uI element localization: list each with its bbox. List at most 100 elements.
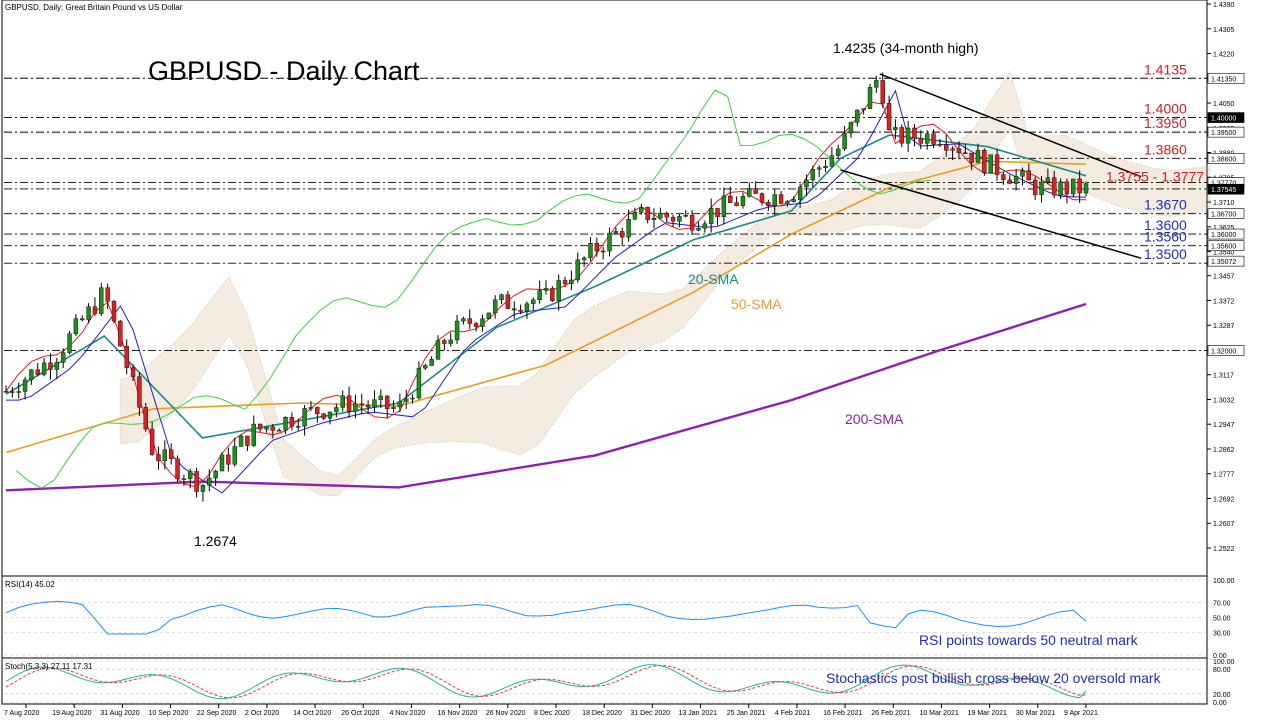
candle-body (429, 359, 434, 366)
axis-tick-label: 1.3117 (1213, 373, 1234, 380)
channel-upper-line (879, 73, 1142, 178)
axis-tick-label: 1.2692 (1213, 496, 1235, 503)
level-label: 1.3560 (1144, 229, 1187, 245)
time-tick-label: 31 Dec 2020 (630, 710, 670, 717)
time-tick-label: 19 Aug 2020 (52, 710, 91, 717)
rsi-line: 100.00 70.00 50.00 30.00 0.00 (4, 578, 1235, 660)
stoch-main-line (5, 664, 1087, 700)
candle-body (276, 429, 282, 432)
candle-body (620, 231, 625, 238)
rsi-tick-label: 70.00 (1213, 601, 1231, 608)
candle-body (804, 179, 809, 188)
chart-title: GBPUSD - Daily Chart (148, 56, 420, 86)
candle-body (848, 122, 854, 134)
candle-body (512, 308, 517, 311)
candle-body (10, 391, 15, 393)
candle-body (454, 320, 460, 341)
candle-body (397, 401, 403, 408)
candle-body (524, 303, 530, 312)
candle-body (99, 287, 104, 314)
sma20-label: 20-SMA (688, 271, 739, 287)
candle-body (296, 425, 301, 428)
candle-body (975, 150, 981, 163)
rsi-tick-label: 30.00 (1213, 631, 1231, 638)
axis-tick-label: 1.3457 (1213, 274, 1235, 281)
candle-body (308, 407, 314, 409)
candle-body (747, 188, 752, 197)
time-tick-label: 14 Oct 2020 (293, 710, 331, 717)
candle-body (270, 426, 276, 431)
candle-body (626, 219, 631, 238)
axis-tick-label: 1.3372 (1213, 298, 1235, 305)
time-tick-label: 26 Oct 2020 (341, 710, 379, 717)
price-box-label: 1.38600 (1211, 156, 1236, 163)
rsi-line (5, 600, 1087, 635)
low-annotation: 1.2674 (194, 533, 237, 549)
candle-body (715, 208, 720, 217)
candle-body (816, 167, 822, 170)
candle-body (118, 320, 123, 347)
stoch-header: Stoch(5,3,3) 27.11 17.31 (5, 662, 93, 671)
stoch-tick-label: 20.00 (1213, 692, 1231, 699)
candle-body (359, 403, 364, 406)
candle-body (86, 306, 91, 321)
level-label: 1.3500 (1144, 246, 1187, 262)
level-label: 1.3860 (1144, 141, 1187, 157)
candle-body (162, 449, 168, 462)
candle-body (340, 395, 345, 408)
axis-tick-label: 1.2522 (1213, 546, 1235, 553)
level-label: 1.3755 - 1.3777 (1106, 169, 1204, 185)
candle-body (1058, 181, 1063, 196)
candle-body (226, 454, 231, 465)
price-box (1207, 255, 1245, 267)
candle-body (982, 150, 987, 173)
price-box (1207, 112, 1245, 123)
candle-body (581, 257, 587, 260)
candle-body (35, 369, 40, 375)
time-tick-label: 4 Feb 2021 (775, 710, 811, 717)
time-tick-label: 30 Mar 2021 (1016, 710, 1055, 717)
stoch-note: Stochastics post bullish cross below 20 … (826, 670, 1162, 686)
candle-body (683, 214, 688, 217)
candle-body (391, 406, 396, 409)
candle-body (181, 478, 187, 480)
candle-body (232, 446, 237, 465)
sma50-line (5, 160, 1087, 454)
candle-body (569, 279, 574, 285)
candle-body (124, 345, 129, 368)
candle-body (404, 398, 409, 402)
axis-tick-label: 1.4050 (1213, 101, 1235, 108)
candle-body (842, 132, 847, 150)
candle-body (969, 152, 974, 163)
price-box-label: 1.36700 (1211, 212, 1236, 219)
price-box (1207, 72, 1245, 84)
candle-body (41, 362, 47, 375)
price-box-label: 1.32000 (1211, 349, 1236, 356)
stoch-tick-label: 0.00 (1213, 700, 1227, 707)
candle-body (905, 127, 911, 144)
candle-body (1083, 183, 1089, 194)
rsi-tick-label: 50.00 (1213, 616, 1231, 623)
time-tick-label: 31 Aug 2020 (100, 710, 139, 717)
sma20-line (5, 134, 1087, 439)
price-box (1207, 228, 1245, 240)
candle-body (886, 103, 892, 131)
candlesticks (3, 72, 1089, 502)
candle-body (372, 399, 377, 408)
candle-body (696, 227, 701, 231)
time-tick-label: 25 Jan 2021 (727, 710, 766, 717)
candle-body (994, 154, 1000, 175)
candle-body (289, 417, 295, 427)
candle-body (435, 340, 441, 360)
ichimoku-cloud (119, 70, 1211, 497)
candle-body (410, 397, 415, 400)
candle-body (664, 212, 669, 218)
candle-body (575, 259, 580, 281)
time-tick-label: 26 Feb 2021 (871, 710, 910, 717)
candle-body (1013, 176, 1019, 184)
price-box (1207, 208, 1245, 219)
time-tick-label: 26 Nov 2020 (486, 710, 526, 717)
candle-body (156, 454, 161, 462)
candle-body (988, 154, 993, 173)
candle-body (829, 155, 835, 167)
